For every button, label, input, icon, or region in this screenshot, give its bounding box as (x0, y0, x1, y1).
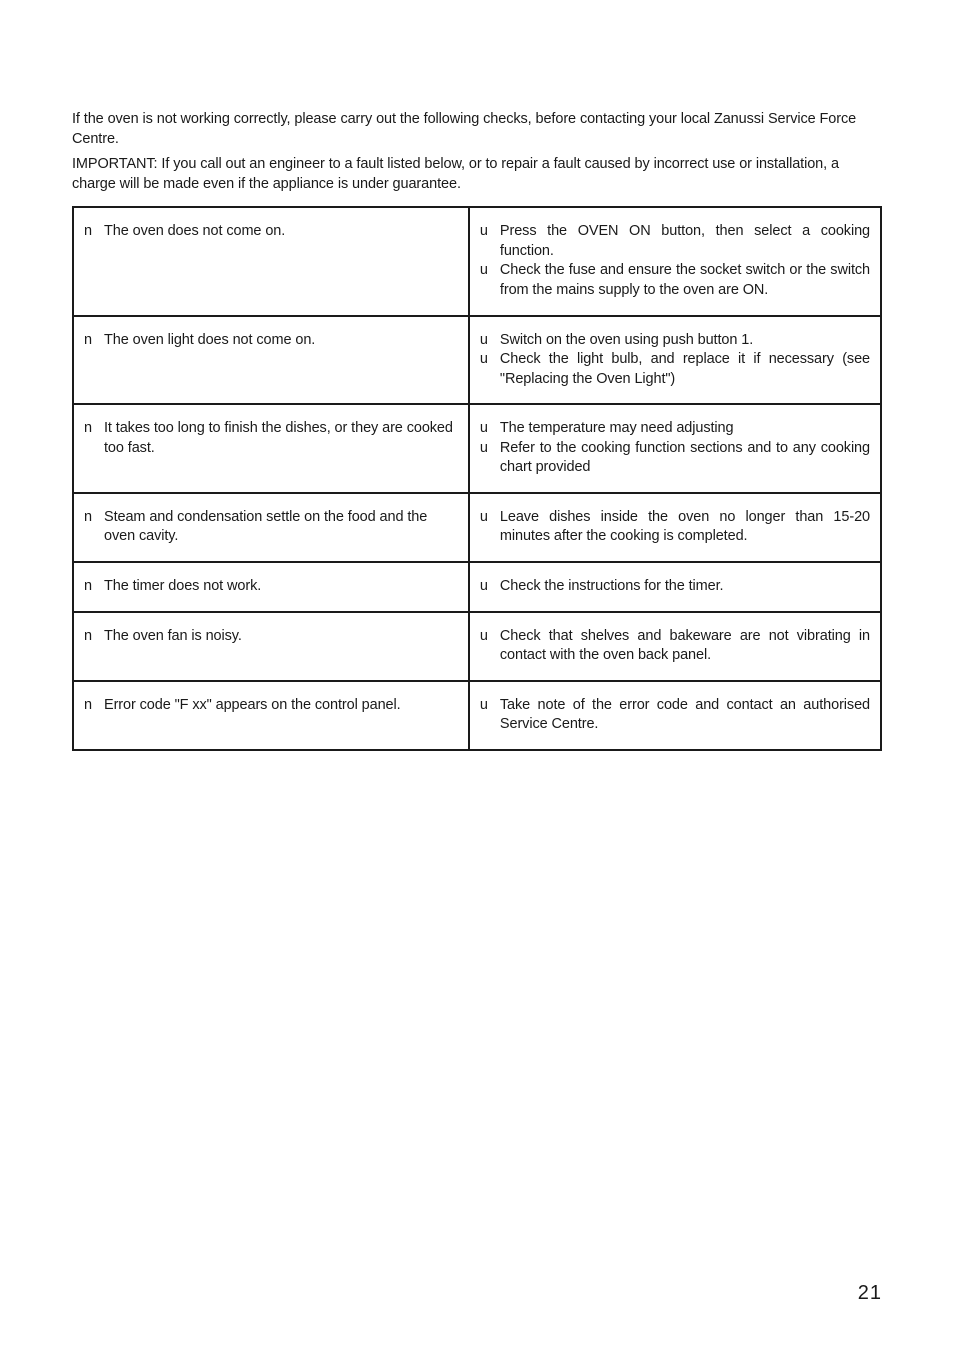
solution-text: Check the light bulb, and replace it if … (500, 350, 870, 389)
table-row: nThe oven light does not come on.uSwitch… (73, 316, 881, 405)
troubleshoot-tbody: nThe oven does not come on.uPress the OV… (73, 207, 881, 750)
solution-bullet: u (480, 222, 500, 261)
solution-text: Check the instructions for the timer. (500, 577, 870, 597)
symptom-cell: nThe timer does not work. (73, 562, 469, 612)
symptom-bullet: n (84, 508, 104, 547)
solution-cell: uThe temperature may need adjustinguRefe… (469, 404, 881, 493)
solution-text: Press the OVEN ON button, then select a … (500, 222, 870, 261)
solution-cell: uLeave dishes inside the oven no longer … (469, 493, 881, 562)
solution-text: Check the fuse and ensure the socket swi… (500, 261, 870, 300)
solution-text: Check that shelves and bakeware are not … (500, 627, 870, 666)
troubleshoot-table: nThe oven does not come on.uPress the OV… (72, 206, 882, 751)
solution-bullet: u (480, 577, 500, 597)
symptom-cell: nError code "F xx" appears on the contro… (73, 681, 469, 750)
symptom-cell: nThe oven fan is noisy. (73, 612, 469, 681)
important-label: IMPORTANT: (72, 156, 157, 172)
table-row: nSteam and condensation settle on the fo… (73, 493, 881, 562)
symptom-text: The oven light does not come on. (104, 331, 458, 351)
symptom-cell: nIt takes too long to finish the dishes,… (73, 404, 469, 493)
solution-bullet: u (480, 696, 500, 735)
table-row: nThe oven does not come on.uPress the OV… (73, 207, 881, 315)
table-row: nIt takes too long to finish the dishes,… (73, 404, 881, 493)
solution-bullet: u (480, 331, 500, 351)
table-row: nThe oven fan is noisy.uCheck that shelv… (73, 612, 881, 681)
symptom-bullet: n (84, 419, 104, 458)
solution-cell: uCheck the instructions for the timer. (469, 562, 881, 612)
important-text: If you call out an engineer to a fault l… (72, 156, 839, 192)
solution-bullet: u (480, 508, 500, 547)
symptom-bullet: n (84, 222, 104, 242)
solution-text: Refer to the cooking function sections a… (500, 439, 870, 478)
symptom-bullet: n (84, 577, 104, 597)
solution-text: The temperature may need adjusting (500, 419, 870, 439)
solution-bullet: u (480, 261, 500, 300)
symptom-text: The oven fan is noisy. (104, 627, 458, 647)
table-row: nError code "F xx" appears on the contro… (73, 681, 881, 750)
table-row: nThe timer does not work.uCheck the inst… (73, 562, 881, 612)
symptom-text: It takes too long to finish the dishes, … (104, 419, 458, 458)
symptom-cell: nThe oven does not come on. (73, 207, 469, 315)
document-page: If the oven is not working correctly, pl… (0, 0, 954, 1351)
solution-cell: uTake note of the error code and contact… (469, 681, 881, 750)
symptom-text: Error code "F xx" appears on the control… (104, 696, 458, 716)
solution-bullet: u (480, 627, 500, 666)
solution-cell: uPress the OVEN ON button, then select a… (469, 207, 881, 315)
symptom-cell: nSteam and condensation settle on the fo… (73, 493, 469, 562)
symptom-text: Steam and condensation settle on the foo… (104, 508, 458, 547)
solution-text: Take note of the error code and contact … (500, 696, 870, 735)
symptom-text: The timer does not work. (104, 577, 458, 597)
symptom-cell: nThe oven light does not come on. (73, 316, 469, 405)
solution-cell: uSwitch on the oven using push button 1.… (469, 316, 881, 405)
symptom-bullet: n (84, 627, 104, 647)
solution-bullet: u (480, 419, 500, 439)
solution-text: Switch on the oven using push button 1. (500, 331, 870, 351)
symptom-bullet: n (84, 331, 104, 351)
symptom-bullet: n (84, 696, 104, 716)
solution-cell: uCheck that shelves and bakeware are not… (469, 612, 881, 681)
solution-bullet: u (480, 439, 500, 478)
solution-bullet: u (480, 350, 500, 389)
intro-paragraph: If the oven is not working correctly, pl… (72, 110, 882, 149)
important-note: IMPORTANT: If you call out an engineer t… (72, 155, 882, 194)
symptom-text: The oven does not come on. (104, 222, 458, 242)
page-number: 21 (858, 1282, 882, 1305)
solution-text: Leave dishes inside the oven no longer t… (500, 508, 870, 547)
